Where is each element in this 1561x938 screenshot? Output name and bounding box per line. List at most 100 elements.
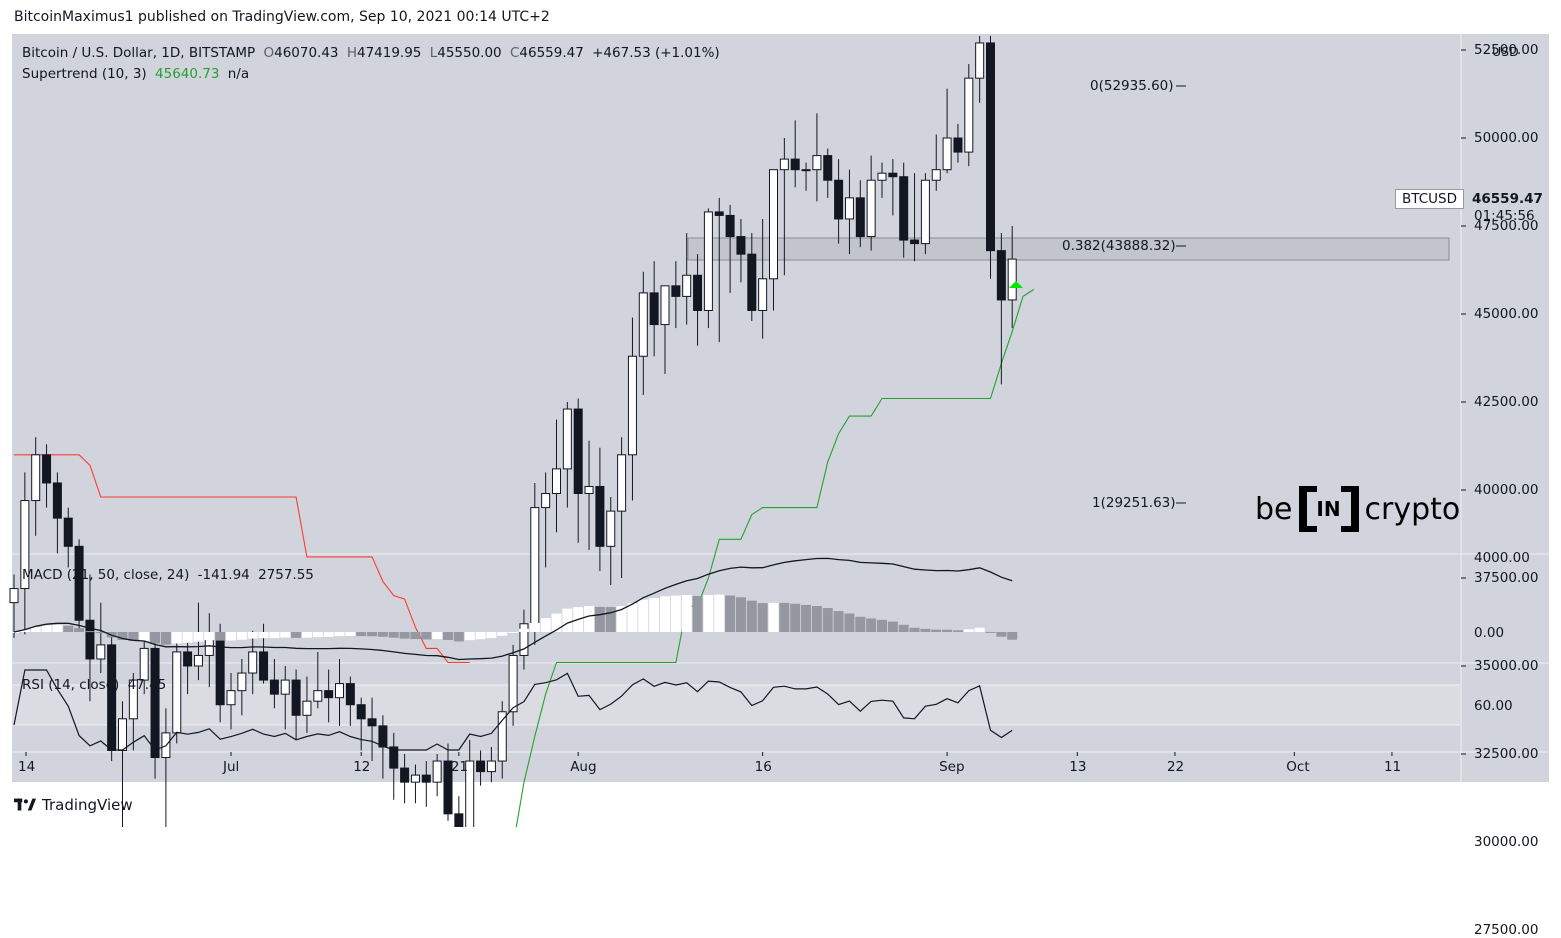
candle bbox=[606, 497, 616, 586]
tradingview-logo-icon bbox=[14, 798, 36, 811]
macd-bar bbox=[497, 632, 508, 636]
macd-bar bbox=[63, 625, 74, 632]
time-axis-label: Sep bbox=[939, 759, 965, 775]
candle bbox=[400, 754, 410, 804]
macd-bar bbox=[735, 597, 746, 632]
candle bbox=[476, 750, 486, 786]
candle bbox=[345, 676, 355, 726]
macd-bar bbox=[443, 632, 453, 640]
candle bbox=[779, 138, 789, 276]
time-axis-label: 12 bbox=[353, 759, 371, 775]
rsi-axis-label-60: 60.00 bbox=[1474, 698, 1513, 714]
macd-bar bbox=[453, 632, 464, 642]
rsi-value: 47.45 bbox=[127, 677, 167, 693]
macd-bar bbox=[52, 625, 63, 632]
macd-bar bbox=[540, 618, 551, 632]
macd-bar bbox=[518, 628, 529, 632]
macd-bar bbox=[594, 606, 605, 632]
candle bbox=[85, 574, 95, 702]
time-axis-label: 11 bbox=[1383, 759, 1402, 775]
candle bbox=[584, 440, 594, 550]
candle bbox=[42, 444, 52, 508]
candle bbox=[389, 732, 399, 800]
macd-bar bbox=[128, 632, 139, 642]
watermark-box-text: IN bbox=[1316, 497, 1341, 521]
high-label: H bbox=[346, 45, 357, 61]
candle bbox=[899, 162, 909, 258]
candle bbox=[508, 644, 518, 726]
macd-bar bbox=[931, 629, 942, 632]
candle bbox=[769, 169, 778, 311]
candle bbox=[964, 64, 974, 167]
candle bbox=[161, 708, 171, 827]
candle bbox=[313, 651, 323, 709]
macd-bar bbox=[605, 607, 616, 632]
candle bbox=[790, 120, 800, 188]
candle bbox=[421, 761, 431, 807]
fib-ticks bbox=[1176, 85, 1186, 504]
candle bbox=[834, 159, 844, 244]
macd-bar bbox=[551, 613, 562, 632]
candle bbox=[714, 197, 724, 343]
macd-value-1: -141.94 bbox=[197, 567, 250, 583]
macd-bar bbox=[681, 595, 692, 632]
time-axis-label: 14 bbox=[18, 759, 36, 775]
chart-canvas[interactable] bbox=[0, 0, 1561, 827]
candle bbox=[367, 697, 377, 762]
fib-level-0-label: 0(52935.60) bbox=[1090, 78, 1174, 94]
macd-bar bbox=[703, 594, 714, 632]
close-label: C bbox=[509, 45, 520, 61]
watermark-left: be bbox=[1255, 491, 1293, 527]
macd-bar bbox=[996, 632, 1007, 637]
watermark-right: crypto bbox=[1364, 491, 1461, 527]
symbol-name: Bitcoin / U.S. Dollar, 1D, BITSTAMP bbox=[22, 45, 256, 61]
macd-bar bbox=[638, 599, 649, 632]
candle bbox=[855, 180, 865, 248]
macd-bar bbox=[866, 618, 877, 632]
candle bbox=[660, 285, 670, 374]
candle bbox=[139, 637, 149, 695]
macd-bar bbox=[649, 598, 660, 632]
candle bbox=[671, 261, 681, 329]
macd-bar bbox=[909, 627, 920, 632]
price-axis-label: 37500.00 bbox=[1474, 570, 1539, 586]
macd-bar bbox=[660, 596, 670, 632]
candle bbox=[280, 666, 290, 730]
macd-axis-label-zero: 0.00 bbox=[1474, 625, 1505, 641]
macd-bar bbox=[41, 625, 52, 632]
candle bbox=[454, 796, 464, 827]
candle bbox=[541, 472, 551, 568]
candle bbox=[335, 658, 344, 726]
candle bbox=[356, 697, 366, 751]
macd-bar bbox=[1007, 632, 1018, 640]
macd-bar bbox=[160, 632, 171, 645]
candle bbox=[443, 743, 453, 821]
macd-bar bbox=[215, 632, 226, 641]
macd-bar bbox=[898, 624, 909, 632]
candle bbox=[226, 673, 236, 730]
macd-bar bbox=[182, 632, 193, 643]
time-axis-ticks bbox=[25, 752, 1393, 756]
macd-histogram bbox=[9, 594, 1018, 645]
macd-bar bbox=[584, 605, 595, 632]
supertrend-value: 45640.73 bbox=[155, 66, 220, 82]
macd-bar bbox=[714, 594, 725, 632]
price-axis-label: 45000.00 bbox=[1474, 306, 1539, 322]
time-axis-label: 16 bbox=[754, 759, 772, 775]
candle bbox=[736, 218, 746, 283]
candle bbox=[150, 637, 160, 779]
macd-bar bbox=[432, 632, 443, 640]
macd-bar bbox=[464, 632, 475, 641]
watermark-box: IN bbox=[1298, 486, 1359, 532]
macd-bar bbox=[627, 603, 638, 632]
macd-bar bbox=[301, 632, 312, 638]
candle bbox=[204, 613, 214, 688]
macd-bar bbox=[204, 632, 215, 641]
candle bbox=[31, 437, 41, 536]
footer-brand[interactable]: TradingView bbox=[14, 796, 133, 814]
macd-bar bbox=[247, 632, 258, 639]
candle bbox=[378, 715, 388, 779]
candle bbox=[638, 271, 648, 395]
price-axis-label: 52500.00 bbox=[1474, 42, 1539, 58]
candle bbox=[432, 754, 442, 797]
